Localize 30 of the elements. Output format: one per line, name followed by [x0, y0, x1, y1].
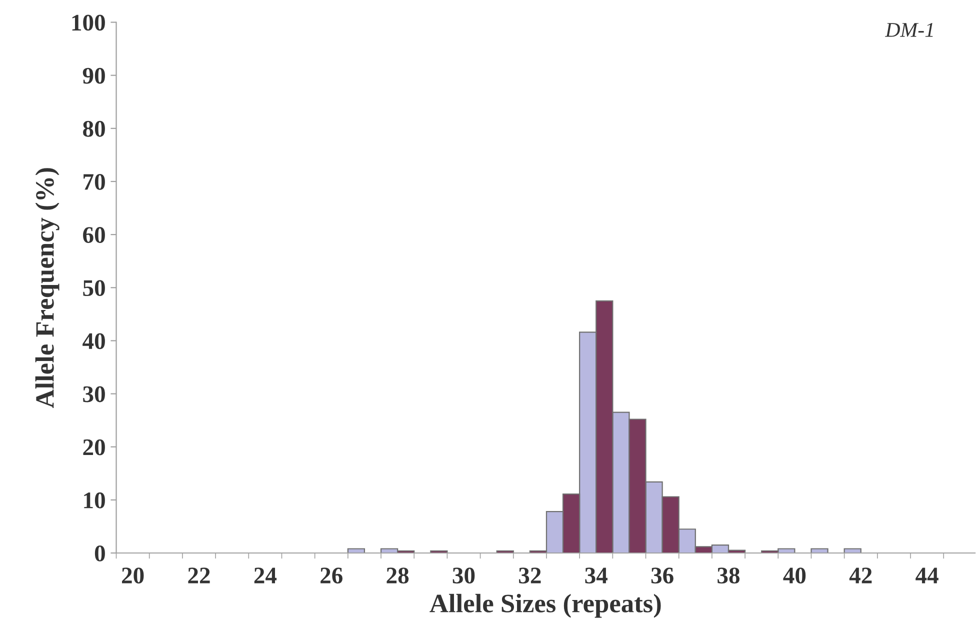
x-tick-label: 38	[718, 568, 740, 584]
x-tick-label: 34	[585, 568, 608, 584]
y-tick-label: 60	[83, 227, 105, 243]
y-tick-label: 30	[83, 386, 105, 402]
y-tick-label: 40	[82, 333, 105, 350]
y-tick-label: 50	[83, 280, 105, 296]
y-axis-title: Allele Frequency (%)	[35, 168, 60, 408]
x-tick-label: 26	[320, 568, 342, 584]
y-tick-label: 0	[94, 545, 105, 562]
y-tick-label: 70	[84, 174, 105, 190]
x-tick-label: 28	[386, 568, 409, 584]
x-tick-label: 20	[122, 568, 144, 584]
y-tick-label: 100	[72, 14, 105, 31]
x-tick-label: 40	[783, 568, 806, 584]
bar	[347, 548, 366, 553]
y-tick-label: 80	[83, 120, 105, 137]
y-tick-label: 20	[83, 439, 105, 456]
y-tick-label: 10	[84, 492, 105, 508]
x-tick-label: 32	[519, 568, 541, 584]
x-axis-title: Allele Sizes (repeats)	[430, 594, 661, 618]
x-tick-label: 36	[651, 568, 674, 584]
bar	[844, 548, 862, 553]
x-tick-label: 22	[188, 568, 210, 584]
x-tick-label: 24	[254, 568, 277, 584]
bar	[810, 548, 828, 553]
x-tick-label: 44	[916, 568, 938, 584]
y-tick-label: 90	[82, 68, 105, 84]
x-tick-label: 42	[849, 568, 872, 584]
annotation: DM-1	[885, 22, 933, 37]
x-tick-label: 30	[452, 568, 475, 584]
